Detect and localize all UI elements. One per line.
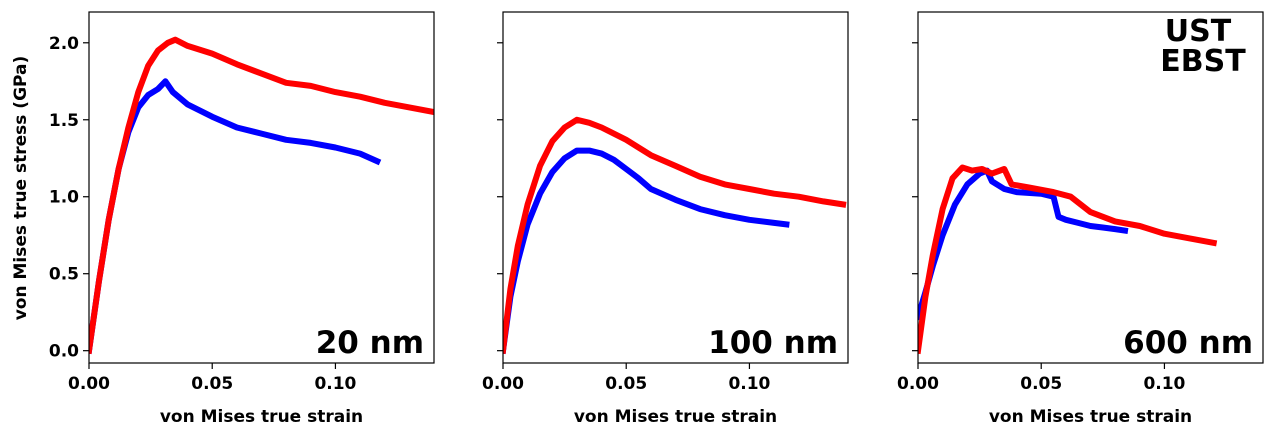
plot-frame-1 [88,11,435,364]
y-axis-label: von Mises true stress (GPa) [11,56,31,321]
x-tick-label: 0.00 [897,374,939,394]
x-axis-label-1: von Mises true strain [160,407,363,427]
y-tick-label: 1.5 [49,111,79,131]
x-axis-label-3: von Mises true strain [989,407,1192,427]
series-ebst-3 [918,164,1218,355]
x-axis-label-2: von Mises true strain [574,407,777,427]
plot-frame-2 [502,11,849,364]
panel-1: 0.0 0.5 1.0 1.5 2.0 0.00 0.05 0.10 von Mises tru… [49,11,435,427]
x-tick-label: 0.05 [191,374,233,394]
legend-ust: UST [1165,14,1232,49]
x-tick-label: 0.00 [482,374,524,394]
y-tick-label: 0.0 [49,342,79,362]
series-ust-3 [918,167,1129,321]
y-tick-label: 1.0 [49,188,79,208]
panel-3: 0.00 0.05 0.10 von Mises true strain 600 nm [897,11,1264,427]
series-ust-2 [503,147,790,355]
x-tick-label: 0.10 [1143,374,1185,394]
x-tick-label: 0.00 [68,374,110,394]
x-tick-label: 0.10 [728,374,770,394]
y-tick-label: 0.5 [49,265,79,285]
size-annotation-1: 20 nm [316,325,424,361]
y-tick-label: 2.0 [49,34,79,54]
series-ebst-1 [89,36,434,355]
x-tick-label: 0.05 [605,374,647,394]
x-tick-label: 0.10 [314,374,356,394]
panel-2: 0.00 0.05 0.10 von Mises true strain 100 nm [482,11,849,427]
size-annotation-2: 100 nm [708,325,838,361]
size-annotation-3: 600 nm [1123,325,1253,361]
legend-ebst: EBST [1160,44,1246,79]
x-tick-label: 0.05 [1020,374,1062,394]
plot-frame-3 [917,11,1264,364]
series-ebst-2 [503,116,847,355]
